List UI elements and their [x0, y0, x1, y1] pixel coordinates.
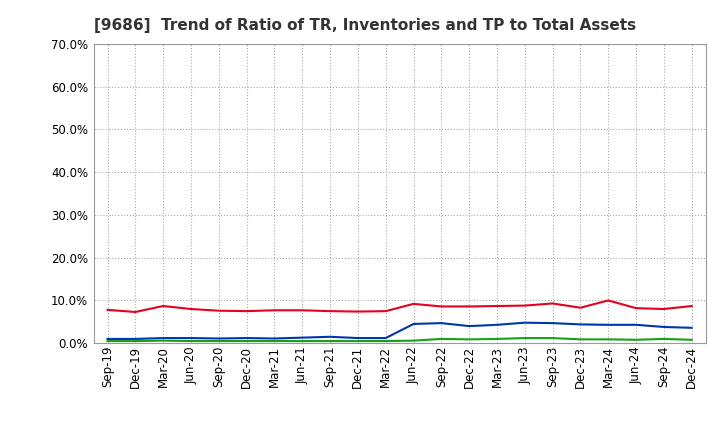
Trade Receivables	[688, 303, 696, 308]
Trade Receivables	[186, 306, 195, 312]
Trade Payables	[492, 336, 501, 341]
Trade Payables	[270, 338, 279, 344]
Trade Payables	[186, 338, 195, 344]
Inventories	[103, 336, 112, 341]
Trade Payables	[521, 335, 529, 341]
Trade Receivables	[631, 305, 640, 311]
Trade Payables	[131, 338, 140, 344]
Inventories	[270, 336, 279, 341]
Trade Payables	[215, 338, 223, 344]
Trade Receivables	[298, 308, 307, 313]
Trade Receivables	[521, 303, 529, 308]
Inventories	[354, 335, 362, 341]
Inventories	[688, 325, 696, 330]
Trade Payables	[325, 338, 334, 344]
Inventories	[242, 335, 251, 341]
Inventories	[437, 320, 446, 326]
Line: Inventories: Inventories	[107, 323, 692, 339]
Trade Receivables	[465, 304, 474, 309]
Trade Receivables	[437, 304, 446, 309]
Trade Payables	[549, 335, 557, 341]
Line: Trade Payables: Trade Payables	[107, 338, 692, 341]
Inventories	[298, 335, 307, 340]
Inventories	[492, 322, 501, 327]
Inventories	[521, 320, 529, 325]
Trade Payables	[631, 337, 640, 342]
Trade Receivables	[604, 298, 613, 303]
Trade Payables	[604, 337, 613, 342]
Inventories	[131, 336, 140, 341]
Trade Receivables	[549, 301, 557, 306]
Trade Receivables	[382, 308, 390, 314]
Trade Receivables	[270, 308, 279, 313]
Trade Receivables	[131, 309, 140, 315]
Inventories	[409, 321, 418, 326]
Trade Receivables	[242, 308, 251, 314]
Inventories	[215, 336, 223, 341]
Inventories	[159, 335, 168, 341]
Trade Payables	[576, 337, 585, 342]
Inventories	[604, 322, 613, 327]
Trade Payables	[437, 336, 446, 341]
Trade Payables	[409, 338, 418, 343]
Trade Receivables	[576, 305, 585, 310]
Inventories	[186, 335, 195, 341]
Trade Receivables	[103, 307, 112, 312]
Trade Receivables	[409, 301, 418, 307]
Trade Payables	[103, 338, 112, 344]
Trade Receivables	[159, 303, 168, 308]
Trade Receivables	[215, 308, 223, 313]
Text: [9686]  Trend of Ratio of TR, Inventories and TP to Total Assets: [9686] Trend of Ratio of TR, Inventories…	[94, 18, 636, 33]
Trade Receivables	[660, 306, 668, 312]
Trade Payables	[159, 338, 168, 343]
Line: Trade Receivables: Trade Receivables	[107, 301, 692, 312]
Inventories	[631, 322, 640, 327]
Trade Payables	[465, 337, 474, 342]
Trade Payables	[688, 337, 696, 342]
Trade Receivables	[354, 309, 362, 314]
Trade Payables	[382, 338, 390, 344]
Trade Receivables	[492, 303, 501, 308]
Inventories	[382, 335, 390, 341]
Inventories	[325, 334, 334, 339]
Trade Payables	[298, 338, 307, 344]
Inventories	[465, 323, 474, 329]
Inventories	[549, 320, 557, 326]
Trade Payables	[660, 336, 668, 341]
Trade Receivables	[325, 308, 334, 314]
Trade Payables	[242, 338, 251, 344]
Inventories	[576, 322, 585, 327]
Inventories	[660, 324, 668, 330]
Trade Payables	[354, 338, 362, 344]
